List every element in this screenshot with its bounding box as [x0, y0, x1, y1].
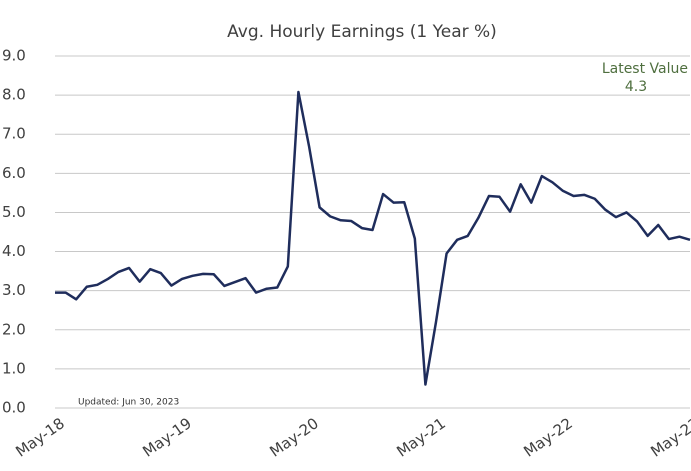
x-tick-label: May-21 — [393, 414, 449, 460]
y-tick-label: 3.0 — [2, 281, 26, 299]
x-tick-label: May-19 — [139, 414, 195, 460]
x-tick-label: May-22 — [520, 414, 576, 460]
x-tick-label: May-20 — [266, 414, 322, 460]
y-tick-label: 6.0 — [2, 164, 26, 182]
latest-label: Latest Value — [602, 61, 688, 77]
x-tick-label: May-23 — [647, 414, 691, 460]
y-tick-label: 8.0 — [2, 86, 26, 104]
chart-title: Avg. Hourly Earnings (1 Year %) — [227, 22, 497, 42]
y-tick-label: 4.0 — [2, 242, 26, 260]
y-tick-label: 9.0 — [2, 47, 26, 65]
latest-value: 4.3 — [625, 79, 647, 95]
y-tick-label: 1.0 — [2, 359, 26, 377]
line-series — [55, 90, 691, 386]
y-tick-label: 2.0 — [2, 320, 26, 338]
y-tick-label: 0.0 — [2, 399, 26, 417]
y-tick-label: 5.0 — [2, 203, 26, 221]
updated-note: Updated: Jun 30, 2023 — [78, 398, 179, 408]
y-tick-label: 7.0 — [2, 125, 26, 143]
x-tick-label: May-18 — [12, 414, 68, 460]
